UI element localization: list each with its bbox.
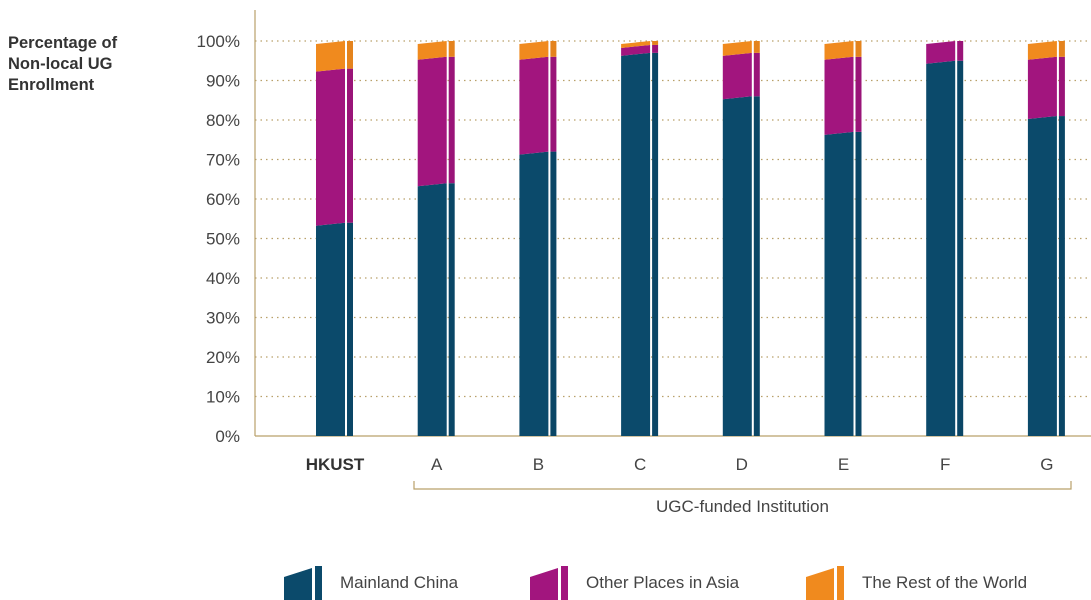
bar-segment-front [926, 60, 956, 436]
legend-swatch [284, 566, 322, 600]
y-tick-label: 80% [206, 111, 240, 130]
bar-segment-front [824, 41, 854, 60]
x-tick-label: B [533, 455, 544, 474]
group-bracket [413, 481, 1072, 490]
y-axis-title: Percentage of Non-local UG Enrollment [8, 34, 118, 94]
y-tick-label: 30% [206, 309, 240, 328]
x-tick-label: A [431, 455, 443, 474]
bar-segment-side [347, 222, 353, 436]
bar-segment-front [519, 41, 549, 60]
legend-label: Other Places in Asia [586, 573, 740, 592]
legend-label: The Rest of the World [862, 573, 1028, 592]
x-tick-label: HKUST [306, 455, 365, 474]
bar-segment-front [621, 41, 651, 48]
x-tick-label: E [838, 455, 849, 474]
bar-segment-front [417, 41, 447, 60]
bar-segment-front [824, 56, 854, 135]
bar-segment-side [347, 41, 353, 69]
axis-layer [254, 10, 1091, 490]
group-label: UGC-funded Institution [656, 497, 829, 516]
bar-segment-front [722, 52, 752, 100]
bar-segment-side [652, 41, 659, 45]
x-tick-label: D [736, 455, 748, 474]
bar-segment-side [550, 56, 557, 152]
bar-segment-side [652, 44, 659, 53]
bar-segment-side [448, 41, 455, 57]
bar-segment-side [1058, 56, 1065, 117]
bar-segment-front [1027, 41, 1057, 60]
x-tick-label: G [1040, 455, 1053, 474]
bar-segment-front [722, 41, 752, 56]
bar-segment-side [448, 56, 455, 184]
y-tick-label: 90% [206, 72, 240, 91]
bar-segment-front [621, 44, 651, 56]
bar-segment-side [550, 41, 557, 57]
bar-segment-front [722, 96, 752, 437]
legend-item: The Rest of the World [806, 566, 1027, 600]
y-tick-label: 0% [215, 427, 240, 446]
y-tick-label: 70% [206, 151, 240, 170]
bar-segment-front [519, 151, 549, 436]
bar-segment-side [753, 52, 760, 97]
bar-segment-side [957, 41, 964, 61]
legend-swatch [530, 566, 568, 600]
y-tick-label: 100% [197, 32, 240, 51]
x-tick-label: F [940, 455, 950, 474]
bar-segment-side [855, 41, 862, 57]
bar-segment-side [957, 60, 964, 436]
bar-layer [316, 41, 1065, 437]
bar-segment-front [417, 183, 447, 436]
y-tick-label: 20% [206, 348, 240, 367]
legend-label: Mainland China [340, 573, 459, 592]
grid-layer [255, 40, 1091, 398]
bar-segment-side [1058, 116, 1065, 437]
bar-segment-side [753, 41, 760, 53]
bar-segment-side [448, 183, 455, 436]
bar-segment-front [1027, 116, 1057, 437]
stacked-bar-chart: 0% 10% 20% 30% 40% 50% 60% 70% 80% 90% 100% HKUST A B… [197, 10, 1091, 516]
bar-segment-front [1027, 56, 1057, 120]
y-tick-label: 40% [206, 269, 240, 288]
bar-segment-side [855, 131, 862, 436]
bar-segment-front [519, 56, 549, 155]
y-tick-label: 50% [206, 230, 240, 249]
x-tick-label: C [634, 455, 646, 474]
y-tick-label: 60% [206, 190, 240, 209]
bar-segment-side [652, 52, 659, 436]
bar-segment-front [621, 52, 651, 436]
bar-segment-side [347, 68, 353, 223]
bar-segment-side [1058, 41, 1065, 57]
bar-segment-side [550, 151, 557, 436]
bar-segment-front [417, 56, 447, 187]
legend-swatch [806, 566, 844, 600]
bar-segment-front [926, 41, 956, 64]
bar-segment-front [316, 41, 345, 72]
bar-segment-side [855, 56, 862, 132]
legend-item: Other Places in Asia [530, 566, 739, 600]
y-tick-label: 10% [206, 388, 240, 407]
bar-segment-front [316, 68, 345, 226]
label-layer: 0% 10% 20% 30% 40% 50% 60% 70% 80% 90% 100% HKUST A B… [197, 32, 1054, 516]
bar-segment-front [316, 222, 345, 436]
legend-item: Mainland China [284, 566, 458, 600]
bar-segment-front [824, 131, 854, 436]
bar-segment-side [753, 96, 760, 437]
